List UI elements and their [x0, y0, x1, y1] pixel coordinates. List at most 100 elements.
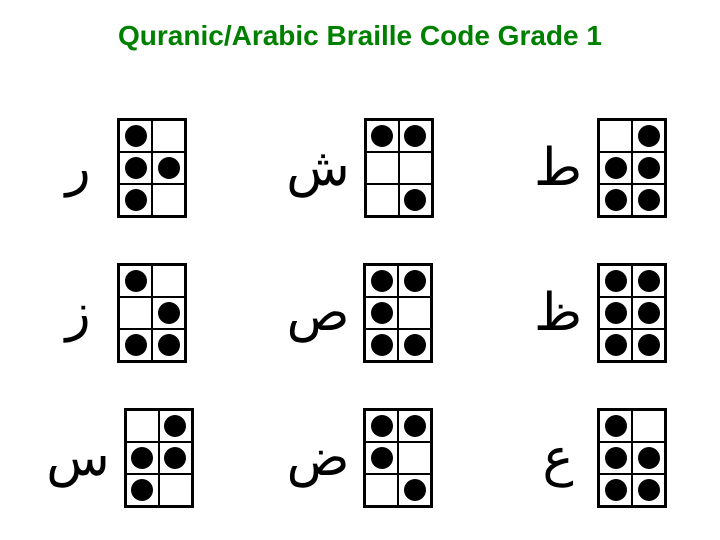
braille-dot-slot: [632, 442, 665, 474]
braille-dot-filled: [371, 415, 393, 437]
braille-cell: [363, 408, 433, 508]
braille-dot-filled: [638, 189, 660, 211]
arabic-letter: ر: [53, 138, 103, 198]
arabic-letter: ط: [533, 138, 583, 198]
braille-dot-slot: [599, 329, 632, 361]
braille-dot-slot: [119, 152, 152, 184]
braille-dot-filled: [605, 189, 627, 211]
arabic-letter: ش: [286, 138, 349, 198]
braille-dot-slot: [398, 410, 431, 442]
braille-dot-filled: [125, 189, 147, 211]
braille-dot-slot: [632, 297, 665, 329]
braille-dot-slot: [366, 152, 399, 184]
braille-dot-filled: [371, 447, 393, 469]
braille-entry: ز: [53, 263, 187, 363]
braille-dot-filled: [638, 302, 660, 324]
braille-dot-slot: [365, 265, 398, 297]
braille-cell: [597, 118, 667, 218]
braille-dot-slot: [399, 184, 432, 216]
braille-dot-filled: [638, 334, 660, 356]
braille-dot-filled: [404, 189, 426, 211]
braille-dot-filled: [404, 270, 426, 292]
braille-dot-filled: [158, 302, 180, 324]
braille-dot-slot: [599, 474, 632, 506]
braille-dot-slot: [152, 265, 185, 297]
braille-cell: [597, 408, 667, 508]
arabic-letter: ظ: [533, 283, 583, 343]
braille-dot-filled: [605, 302, 627, 324]
braille-dot-filled: [605, 157, 627, 179]
arabic-letter: ص: [287, 283, 350, 343]
braille-dot-slot: [365, 410, 398, 442]
braille-dot-filled: [371, 270, 393, 292]
braille-entry: ط: [533, 118, 667, 218]
braille-dot-slot: [365, 442, 398, 474]
braille-dot-filled: [371, 302, 393, 324]
braille-dot-slot: [119, 297, 152, 329]
braille-dot-slot: [632, 184, 665, 216]
braille-cell: [117, 118, 187, 218]
braille-dot-slot: [152, 120, 185, 152]
braille-dot-slot: [398, 297, 431, 329]
braille-dot-filled: [404, 125, 426, 147]
page-title: Quranic/Arabic Braille Code Grade 1: [0, 20, 720, 52]
braille-dot-filled: [131, 447, 153, 469]
braille-dot-filled: [605, 415, 627, 437]
braille-dot-slot: [599, 120, 632, 152]
braille-dot-slot: [632, 329, 665, 361]
braille-dot-filled: [638, 125, 660, 147]
braille-dot-filled: [404, 479, 426, 501]
braille-dot-filled: [158, 334, 180, 356]
braille-dot-slot: [398, 442, 431, 474]
braille-dot-filled: [371, 125, 393, 147]
braille-dot-filled: [404, 415, 426, 437]
braille-dot-slot: [152, 152, 185, 184]
braille-dot-filled: [158, 157, 180, 179]
braille-entry: ص: [287, 263, 434, 363]
braille-dot-slot: [159, 410, 192, 442]
braille-dot-filled: [638, 447, 660, 469]
arabic-letter: ع: [533, 428, 583, 488]
braille-dot-slot: [119, 329, 152, 361]
braille-entry: ر: [53, 118, 187, 218]
braille-dot-slot: [599, 152, 632, 184]
braille-dot-filled: [131, 479, 153, 501]
braille-dot-filled: [638, 479, 660, 501]
arabic-letter: ز: [53, 283, 103, 343]
braille-entry: ض: [287, 408, 434, 508]
arabic-letter: س: [46, 428, 109, 488]
braille-cell: [364, 118, 434, 218]
braille-entry: س: [46, 408, 193, 508]
braille-dot-filled: [404, 334, 426, 356]
braille-dot-slot: [599, 184, 632, 216]
braille-dot-slot: [366, 184, 399, 216]
braille-entry: ظ: [533, 263, 667, 363]
braille-dot-slot: [398, 329, 431, 361]
braille-dot-slot: [152, 297, 185, 329]
braille-dot-slot: [126, 474, 159, 506]
braille-dot-slot: [398, 474, 431, 506]
braille-dot-slot: [632, 410, 665, 442]
braille-dot-slot: [365, 474, 398, 506]
braille-grid: ر ش ط ز ص ظ س ض ع: [0, 95, 720, 530]
braille-cell: [124, 408, 194, 508]
braille-dot-slot: [152, 329, 185, 361]
braille-cell: [363, 263, 433, 363]
braille-dot-filled: [605, 479, 627, 501]
braille-dot-filled: [605, 334, 627, 356]
braille-dot-slot: [398, 265, 431, 297]
braille-dot-slot: [632, 152, 665, 184]
braille-dot-slot: [119, 265, 152, 297]
arabic-letter: ض: [287, 428, 350, 488]
braille-dot-slot: [126, 442, 159, 474]
braille-dot-filled: [125, 270, 147, 292]
braille-dot-filled: [605, 270, 627, 292]
braille-dot-slot: [365, 329, 398, 361]
braille-dot-filled: [164, 447, 186, 469]
braille-dot-slot: [399, 120, 432, 152]
braille-dot-slot: [126, 410, 159, 442]
braille-entry: ع: [533, 408, 667, 508]
braille-dot-slot: [632, 120, 665, 152]
braille-dot-filled: [638, 157, 660, 179]
braille-dot-slot: [599, 265, 632, 297]
